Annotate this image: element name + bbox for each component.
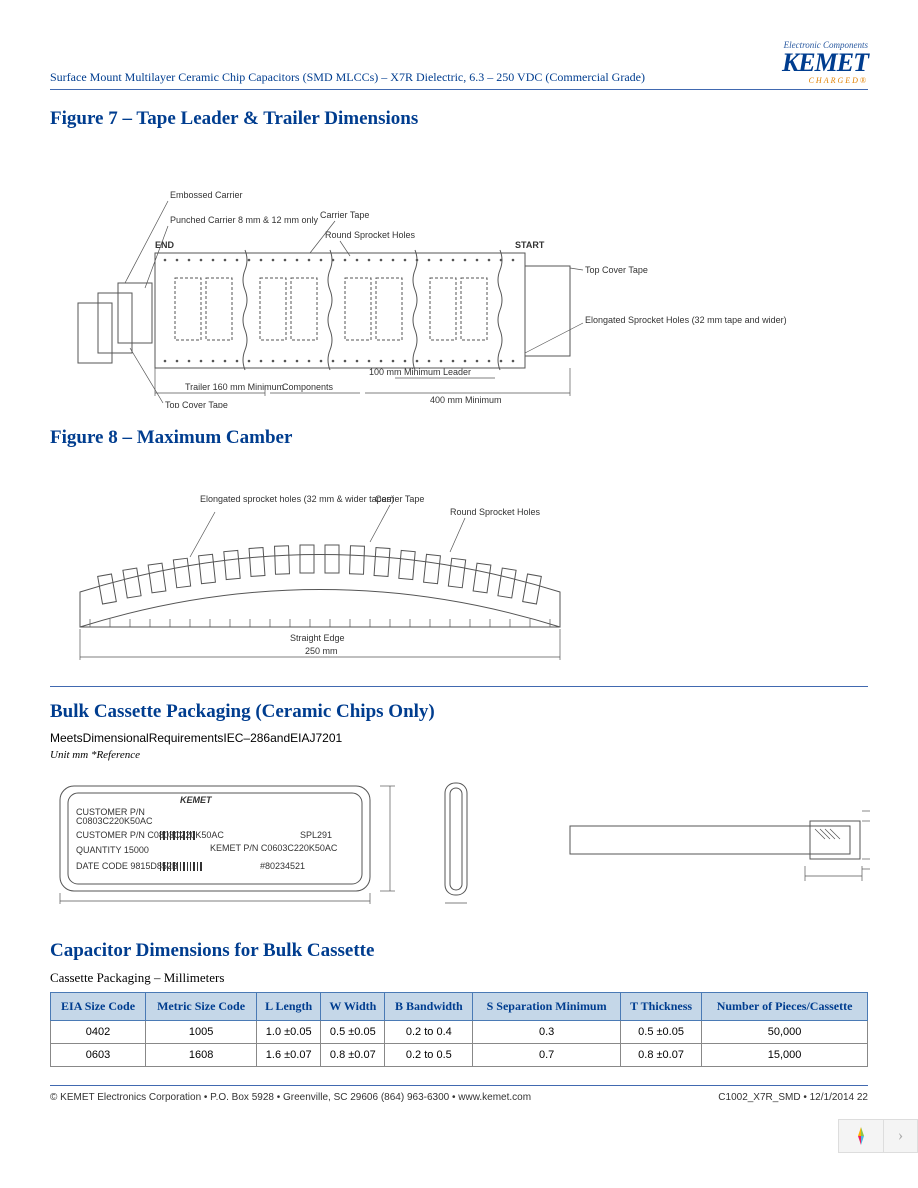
cassette-date: DATE CODE 9815D852B <box>76 861 178 871</box>
cassette-kemetpn: KEMET P/N C0603C220K50AC <box>210 843 338 853</box>
table-header-row: EIA Size Code Metric Size Code L Length … <box>51 993 868 1021</box>
lbl-components: Components <box>282 382 334 392</box>
brand-name: KEMET <box>782 48 868 77</box>
nav-next-icon[interactable]: › <box>883 1120 917 1152</box>
lbl-carriertape: Carrier Tape <box>320 210 369 220</box>
bulk-title: Bulk Cassette Packaging (Ceramic Chips O… <box>50 701 868 723</box>
lbl-carriertape8: Carrier Tape <box>375 494 424 504</box>
lbl-punched: Punched Carrier 8 mm & 12 mm only <box>170 215 319 225</box>
capdim-subtitle: Cassette Packaging – Millimeters <box>50 970 868 986</box>
lbl-embossed: Embossed Carrier <box>170 190 243 200</box>
cassette-spl: SPL291 <box>300 830 332 840</box>
lbl-elongated: Elongated Sprocket Holes (32 mm tape and… <box>585 315 787 325</box>
lbl-leader100: 100 mm Minimum Leader <box>369 367 471 377</box>
lbl-topcover-r: Top Cover Tape <box>585 265 648 275</box>
lbl-250mm: 250 mm <box>305 646 338 656</box>
brand-charged: CHARGED® <box>782 76 868 85</box>
lbl-topcover-l: Top Cover Tape <box>165 400 228 408</box>
col-separation: S Separation Minimum <box>473 993 621 1021</box>
lbl-leader400: 400 mm Minimum <box>430 395 502 405</box>
lbl-roundholes8: Round Sprocket Holes <box>450 507 541 517</box>
lbl-elongated8: Elongated sprocket holes (32 mm & wider … <box>200 494 394 504</box>
bulk-subtitle: MeetsDimensionalRequirementsIEC–286andEI… <box>50 731 868 745</box>
bulk-unitnote: Unit mm *Reference <box>50 749 868 761</box>
footer-right: C1002_X7R_SMD • 12/1/2014 22 <box>718 1092 868 1103</box>
figure7-title: Figure 7 – Tape Leader & Trailer Dimensi… <box>50 108 868 130</box>
bulk-diagram: KEMET CUSTOMER P/N C0803C220K50AC CUSTOM… <box>50 771 868 926</box>
doc-title: Surface Mount Multilayer Ceramic Chip Ca… <box>50 70 645 85</box>
page-header: Surface Mount Multilayer Ceramic Chip Ca… <box>50 40 868 90</box>
section-divider <box>50 686 868 687</box>
cassette-lot: #80234521 <box>260 861 305 871</box>
cassette-custpn2: CUSTOMER P/N C0803C220K50AC <box>76 830 224 840</box>
col-length: L Length <box>257 993 321 1021</box>
cassette-custpnval: C0803C220K50AC <box>76 816 153 826</box>
figure8-title: Figure 8 – Maximum Camber <box>50 427 868 449</box>
nav-logo-icon[interactable] <box>839 1125 883 1147</box>
capdim-table: EIA Size Code Metric Size Code L Length … <box>50 992 868 1067</box>
col-metric: Metric Size Code <box>146 993 257 1021</box>
figure8-diagram: Straight Edge Elongated sprocket holes (… <box>50 457 868 672</box>
lbl-roundholes: Round Sprocket Holes <box>325 230 416 240</box>
nav-widget[interactable]: › <box>838 1119 918 1153</box>
col-width: W Width <box>321 993 385 1021</box>
page-footer: © KEMET Electronics Corporation • P.O. B… <box>50 1085 868 1103</box>
table-row: 040210051.0 ±0.050.5 ±0.050.2 to 0.40.30… <box>51 1021 868 1044</box>
lbl-start: START <box>515 240 545 250</box>
cassette-brand: KEMET <box>180 795 213 805</box>
col-eia: EIA Size Code <box>51 993 146 1021</box>
col-thickness: T Thickness <box>620 993 701 1021</box>
table-row: 060316081.6 ±0.070.8 ±0.070.2 to 0.50.70… <box>51 1044 868 1067</box>
lbl-straightedge: Straight Edge <box>290 633 345 643</box>
lbl-trailer: Trailer 160 mm Minimum <box>185 382 284 392</box>
cassette-qty: QUANTITY 15000 <box>76 845 149 855</box>
col-pieces: Number of Pieces/Cassette <box>702 993 868 1021</box>
capdim-title: Capacitor Dimensions for Bulk Cassette <box>50 940 868 962</box>
figure7-diagram: Embossed Carrier Punched Carrier 8 mm & … <box>50 138 868 413</box>
col-bandwidth: B Bandwidth <box>385 993 473 1021</box>
footer-left: © KEMET Electronics Corporation • P.O. B… <box>50 1092 531 1103</box>
lbl-end: END <box>155 240 175 250</box>
brand-logo: Electronic Components KEMET CHARGED® <box>782 40 868 85</box>
